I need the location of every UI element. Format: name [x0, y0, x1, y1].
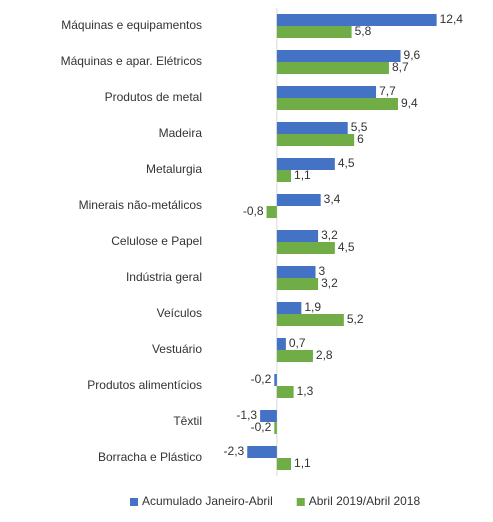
- bar: [276, 314, 344, 326]
- value-label: -2,3: [224, 444, 245, 458]
- category-label: Minerais não-metálicos: [79, 198, 202, 212]
- value-label: 4,5: [338, 240, 355, 254]
- bar: [247, 446, 277, 458]
- category-label: Veículos: [157, 306, 202, 320]
- bar: [276, 122, 348, 134]
- bar: [276, 98, 398, 110]
- category-label: Produtos de metal: [105, 90, 202, 104]
- bar: [276, 458, 292, 470]
- category-label: Borracha e Plástico: [98, 450, 202, 464]
- value-label: 1,9: [304, 300, 321, 314]
- category-label: Produtos alimentícios: [87, 378, 202, 392]
- category-label: Metalurgia: [146, 162, 202, 176]
- value-label: 9,6: [404, 48, 421, 62]
- value-label: 5,2: [347, 312, 364, 326]
- bar: [276, 62, 389, 74]
- value-label: -0,2: [251, 420, 272, 434]
- value-label: 9,4: [401, 96, 418, 110]
- value-label: 1,1: [294, 456, 311, 470]
- value-label: -0,2: [251, 372, 272, 386]
- bar: [276, 278, 319, 290]
- bar: [276, 86, 377, 98]
- bar: [260, 410, 277, 422]
- bar: [276, 170, 292, 182]
- category-label: Máquinas e equipamentos: [61, 18, 202, 32]
- bar: [274, 422, 277, 434]
- bar: [276, 302, 302, 314]
- bar: [276, 50, 401, 62]
- legend-swatch: [130, 498, 138, 506]
- value-label: 5,8: [355, 24, 372, 38]
- value-label: 4,5: [338, 156, 355, 170]
- category-label: Vestuário: [152, 342, 202, 356]
- category-label: Máquinas e apar. Elétricos: [61, 54, 202, 68]
- bar: [274, 374, 277, 386]
- bar: [266, 206, 277, 218]
- bar: [276, 242, 335, 254]
- category-label: Celulose e Papel: [111, 234, 202, 248]
- value-label: 3,4: [324, 192, 341, 206]
- legend-label: Abril 2019/Abril 2018: [309, 494, 421, 508]
- value-label: 8,7: [392, 60, 409, 74]
- bar: [276, 386, 294, 398]
- value-label: 1,3: [297, 384, 314, 398]
- bar: [276, 194, 321, 206]
- legend-swatch: [296, 498, 305, 506]
- bar: [276, 230, 319, 242]
- bar: [276, 338, 286, 350]
- value-label: 3,2: [321, 228, 338, 242]
- value-label: 5,5: [351, 120, 368, 134]
- bar: [276, 14, 437, 26]
- value-label: 1,1: [294, 168, 311, 182]
- value-label: 12,4: [440, 12, 464, 26]
- value-label: 0,7: [289, 336, 306, 350]
- value-label: 6: [357, 132, 364, 146]
- bar: [276, 158, 335, 170]
- legend-label: Acumulado Janeiro-Abril: [142, 494, 273, 508]
- bar: [276, 266, 316, 278]
- bar: [276, 134, 355, 146]
- value-label: 7,7: [379, 84, 396, 98]
- value-label: 3,2: [321, 276, 338, 290]
- category-label: Indústria geral: [126, 270, 202, 284]
- category-label: Têxtil: [173, 414, 202, 428]
- category-label: Madeira: [159, 126, 203, 140]
- value-label: 2,8: [316, 348, 333, 362]
- value-label: -1,3: [236, 408, 257, 422]
- value-label: -0,8: [243, 204, 264, 218]
- value-label: 3: [319, 264, 326, 278]
- bar: [276, 26, 352, 38]
- bar: [276, 350, 313, 362]
